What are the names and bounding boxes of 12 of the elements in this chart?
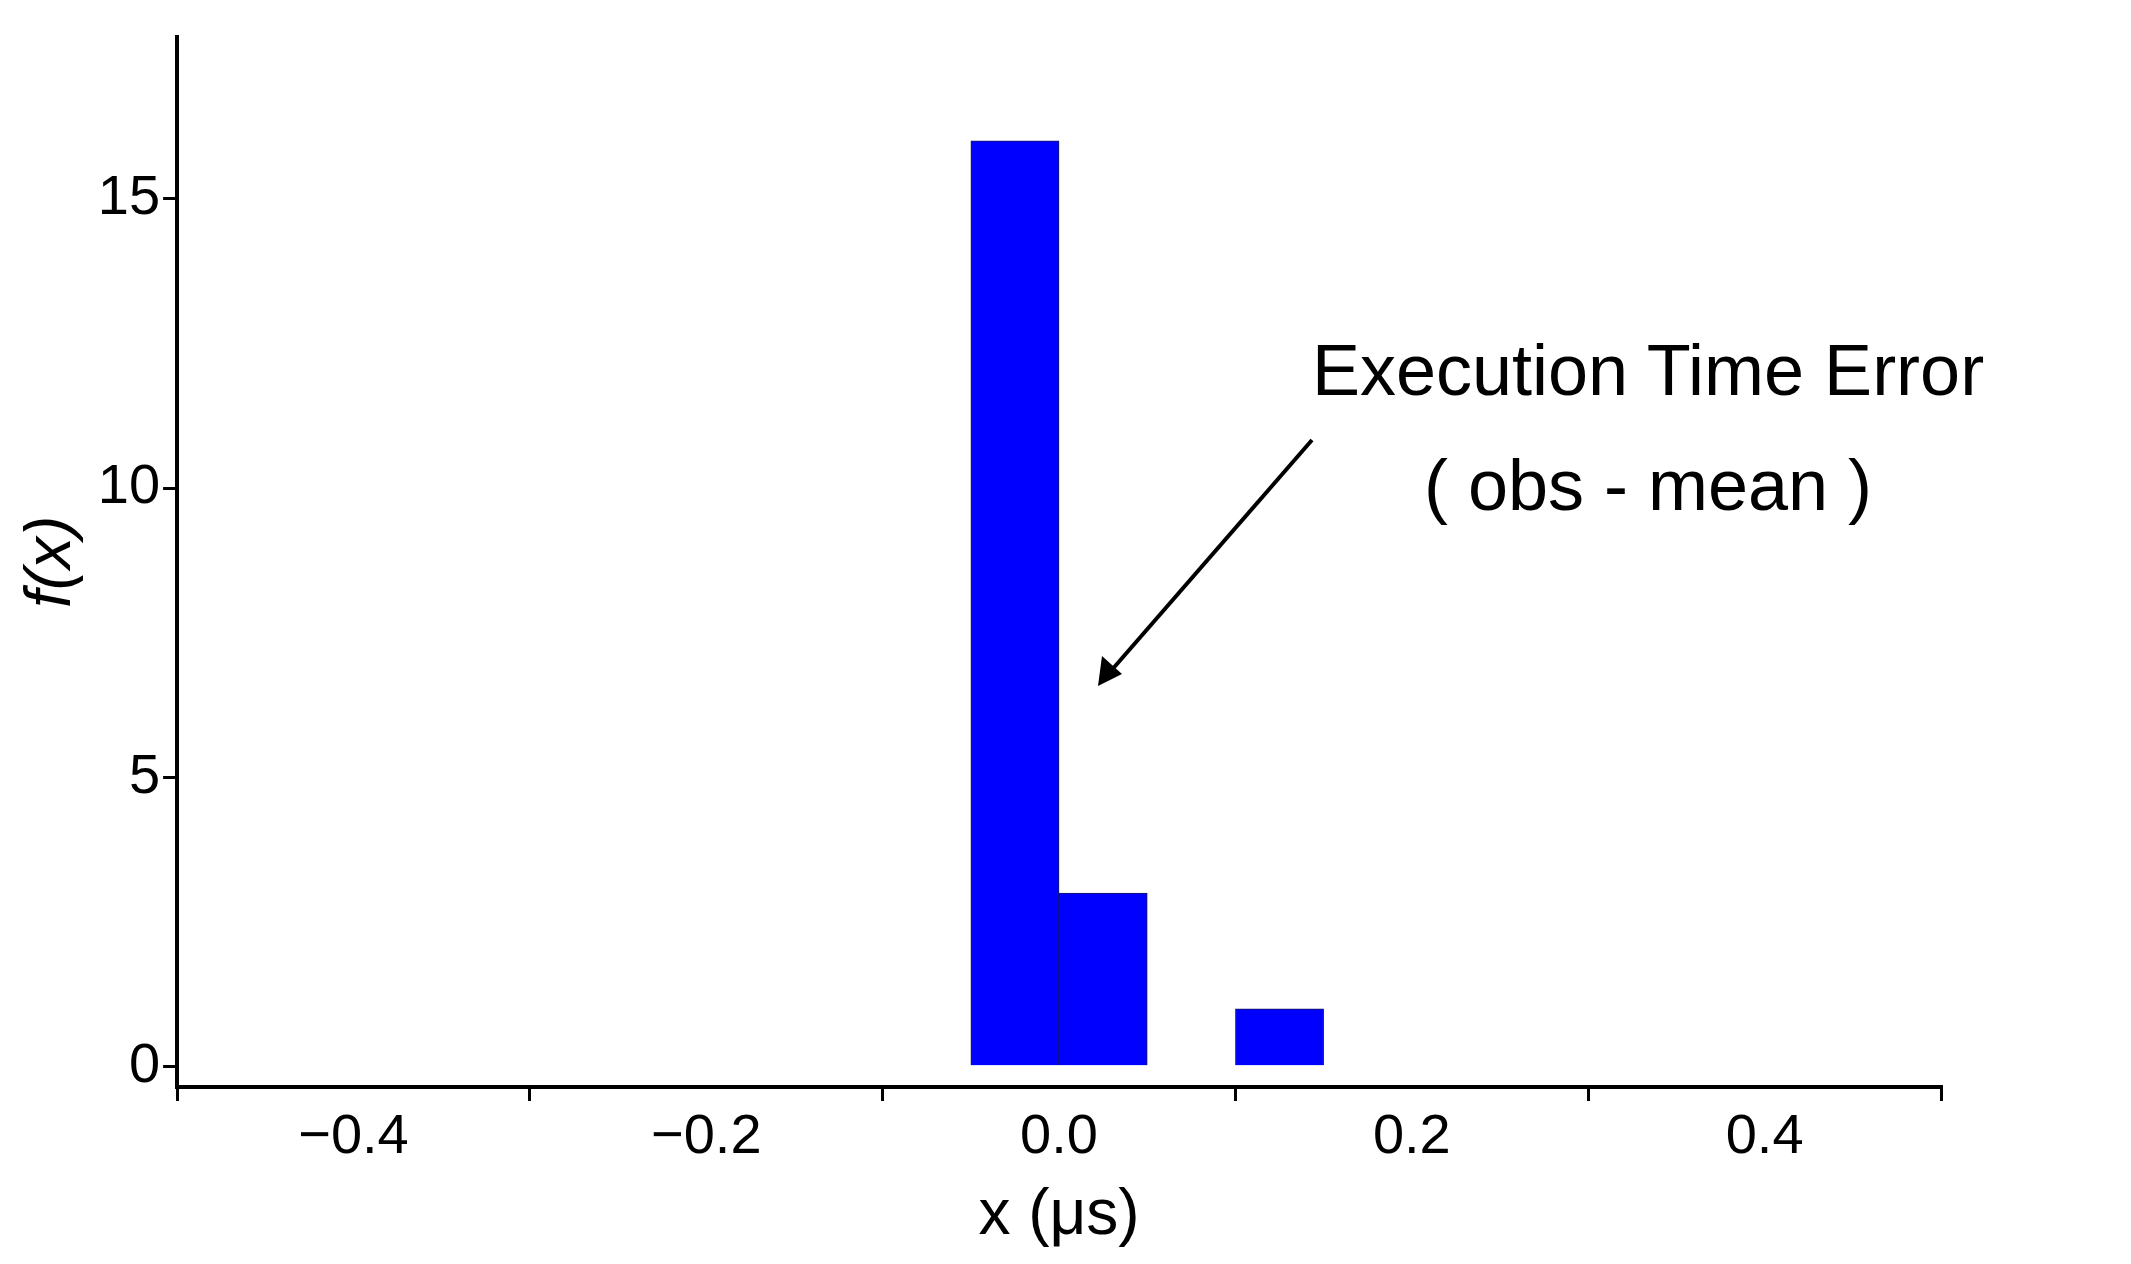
x-axis-title: x (μs) [978,1176,1140,1249]
y-tick-label: 15 [97,163,161,227]
x-tick-label: 0.2 [1372,1102,1451,1166]
x-tick-label: −0.4 [298,1102,409,1166]
annotation: Execution Time Error ( obs - mean ) [1311,329,1985,525]
y-axis-title: f(x) [12,515,85,608]
x-tick-label: −0.2 [650,1102,762,1166]
x-tick-label: 0.0 [1020,1102,1098,1166]
y-tick-label: 10 [97,452,161,516]
y-tick-label: 0 [128,1031,161,1095]
y-tick-label: 5 [128,741,161,805]
x-tick-label: 0.4 [1725,1102,1804,1166]
